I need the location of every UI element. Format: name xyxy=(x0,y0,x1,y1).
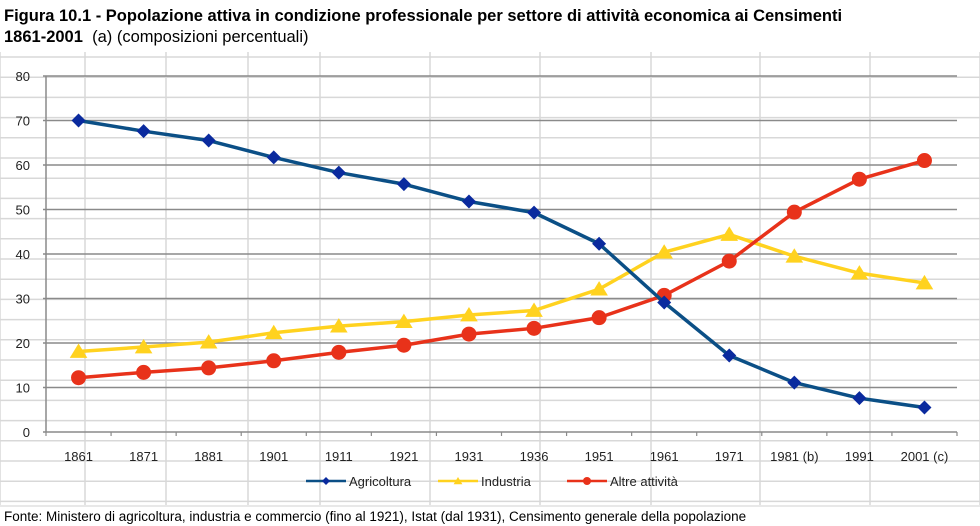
data-point xyxy=(787,375,802,390)
data-point xyxy=(136,124,151,139)
data-point xyxy=(526,320,542,336)
data-point xyxy=(461,326,477,342)
x-tick-label: 1951 xyxy=(585,449,614,464)
x-tick-label: 1901 xyxy=(259,449,288,464)
x-tick-label: 1921 xyxy=(389,449,418,464)
data-point xyxy=(917,400,932,415)
data-point xyxy=(331,165,346,180)
series-line xyxy=(78,118,925,410)
series-industria xyxy=(69,226,934,358)
y-tick-label: 10 xyxy=(16,381,30,396)
chart-title: Figura 10.1 - Popolazione attiva in cond… xyxy=(4,6,842,48)
y-tick-label: 80 xyxy=(16,69,30,84)
x-tick-label: 1961 xyxy=(650,449,679,464)
data-point xyxy=(915,274,934,290)
legend-marker xyxy=(322,477,330,485)
data-point xyxy=(69,343,88,358)
x-tick-label: 1881 xyxy=(194,449,223,464)
series-line xyxy=(78,232,925,354)
data-point xyxy=(525,302,543,317)
data-point xyxy=(395,313,413,329)
series-altre-attività xyxy=(71,153,932,386)
data-point xyxy=(916,153,932,169)
data-point xyxy=(331,344,347,360)
data-point xyxy=(591,310,607,326)
title-main: Figura 10.1 - Popolazione attiva in cond… xyxy=(4,7,843,25)
data-point xyxy=(266,353,282,369)
y-tick-label: 60 xyxy=(16,158,30,173)
data-point xyxy=(851,171,867,187)
data-point xyxy=(330,318,348,333)
x-tick-label: 1861 xyxy=(64,449,93,464)
x-tick-label: 2001 (c) xyxy=(901,449,949,464)
data-point xyxy=(201,133,216,148)
data-point xyxy=(199,334,218,349)
data-point xyxy=(134,339,153,354)
legend-label: Altre attività xyxy=(610,474,679,489)
footer-background xyxy=(0,506,980,526)
legend-label: Agricoltura xyxy=(349,474,412,489)
data-point xyxy=(264,324,283,340)
data-point xyxy=(852,391,867,406)
x-tick-label: 1936 xyxy=(520,449,549,464)
y-tick-label: 40 xyxy=(16,247,30,262)
data-point xyxy=(396,177,411,192)
data-point xyxy=(71,370,87,386)
y-tick-label: 0 xyxy=(23,425,30,440)
data-point xyxy=(657,295,672,310)
series-line xyxy=(78,158,925,380)
x-tick-label: 1971 xyxy=(715,449,744,464)
legend-marker xyxy=(583,477,591,485)
data-point xyxy=(785,248,804,263)
y-tick-label: 70 xyxy=(16,114,30,129)
data-point xyxy=(71,113,86,128)
x-tick-label: 1991 xyxy=(845,449,874,464)
y-tick-label: 30 xyxy=(16,292,30,307)
x-tick-label: 1871 xyxy=(129,449,158,464)
data-point xyxy=(786,204,802,220)
title-subtitle: (a) (composizioni percentuali) xyxy=(92,28,309,46)
data-point xyxy=(266,150,281,165)
data-point xyxy=(136,364,152,380)
legend-label: Industria xyxy=(481,474,532,489)
data-point xyxy=(460,306,478,322)
x-tick-label: 1911 xyxy=(325,449,353,464)
legend-item: Agricoltura xyxy=(306,474,412,489)
data-point xyxy=(722,348,737,363)
data-point xyxy=(396,337,412,353)
legend-item: Industria xyxy=(438,474,532,489)
data-point xyxy=(201,360,217,376)
data-point xyxy=(720,226,739,241)
data-point xyxy=(527,205,542,220)
data-point xyxy=(655,244,673,259)
legend-marker xyxy=(453,477,463,485)
series-agricoltura xyxy=(71,113,932,415)
x-tick-label: 1931 xyxy=(455,449,484,464)
y-tick-label: 50 xyxy=(16,203,30,218)
data-point xyxy=(461,194,476,209)
footer-source: Fonte: Ministero di agricoltura, industr… xyxy=(4,509,746,524)
data-point xyxy=(721,253,737,269)
legend-item: Altre attività xyxy=(567,474,679,489)
data-point xyxy=(590,281,608,296)
data-point xyxy=(850,265,869,280)
x-tick-label: 1981 (b) xyxy=(770,449,818,464)
y-tick-label: 20 xyxy=(16,336,30,351)
data-point xyxy=(592,236,607,251)
title-years: 1861-2001 xyxy=(4,28,83,46)
